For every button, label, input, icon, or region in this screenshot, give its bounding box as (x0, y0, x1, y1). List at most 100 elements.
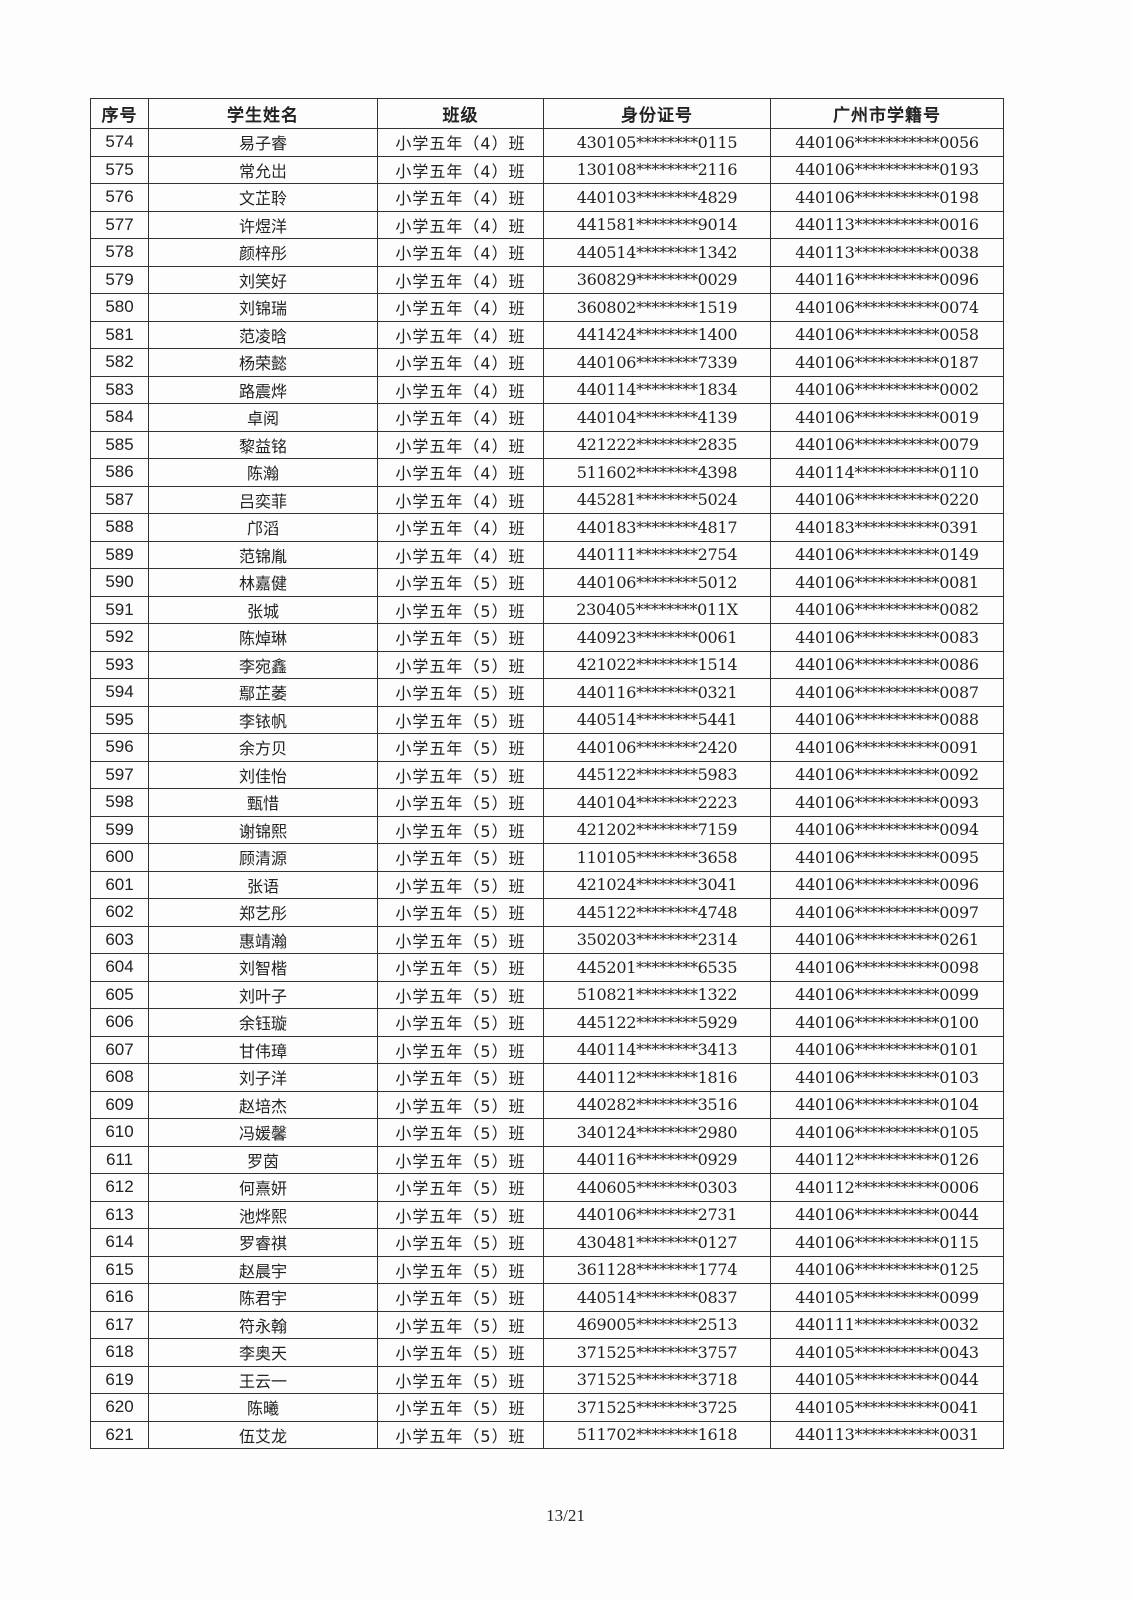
cell-student-number: 440106***********0095 (770, 843, 1004, 872)
table-row: 607 甘伟璋 小学五年（5）班 440114********3413 440106**… (90, 1035, 1004, 1064)
cell-index: 611 (90, 1145, 149, 1174)
cell-class: 小学五年（4）班 (377, 293, 544, 322)
cell-index: 576 (90, 183, 149, 212)
cell-student-number: 440106***********0100 (770, 1008, 1004, 1037)
cell-student-name: 易子睿 (148, 128, 378, 157)
cell-student-name: 刘叶子 (148, 980, 378, 1009)
table-row: 608 刘子洋 小学五年（5）班 440112********1816 440106**… (90, 1063, 1004, 1092)
table-row: 616 陈君宇 小学五年（5）班 440514********0837 440105**… (90, 1283, 1004, 1312)
cell-student-name: 王云一 (148, 1365, 378, 1394)
table-row: 574 易子睿 小学五年（4）班 430105********0115 440106**… (90, 128, 1004, 157)
cell-index: 614 (90, 1228, 149, 1257)
table-row: 612 何熹妍 小学五年（5）班 440605********0303 440112**… (90, 1173, 1004, 1202)
cell-index: 599 (90, 815, 149, 844)
cell-student-name: 池烨熙 (148, 1200, 378, 1229)
table-row: 589 范锦胤 小学五年（4）班 440111********2754 440106**… (90, 540, 1004, 569)
table-row: 590 林嘉健 小学五年（5）班 440106********5012 440106**… (90, 568, 1004, 597)
cell-id-number: 440282********3516 (543, 1090, 771, 1119)
table-row: 621 伍艾龙 小学五年（5）班 511702********1618 440113**… (90, 1420, 1004, 1449)
cell-index: 585 (90, 430, 149, 459)
cell-class: 小学五年（5）班 (377, 980, 544, 1009)
cell-class: 小学五年（5）班 (377, 1008, 544, 1037)
cell-student-name: 路震烨 (148, 375, 378, 404)
cell-student-number: 440106***********0101 (770, 1035, 1004, 1064)
cell-index: 618 (90, 1338, 149, 1367)
cell-id-number: 340124********2980 (543, 1118, 771, 1147)
cell-student-number: 440106***********0002 (770, 375, 1004, 404)
table-row: 582 杨荣懿 小学五年（4）班 440106********7339 440106**… (90, 348, 1004, 377)
cell-student-number: 440106***********0088 (770, 705, 1004, 734)
cell-student-number: 440114***********0110 (770, 458, 1004, 487)
cell-class: 小学五年（5）班 (377, 1118, 544, 1147)
cell-student-number: 440106***********0093 (770, 788, 1004, 817)
cell-index: 615 (90, 1255, 149, 1284)
cell-id-number: 440923********0061 (543, 623, 771, 652)
cell-student-number: 440106***********0082 (770, 595, 1004, 624)
cell-id-number: 430105********0115 (543, 128, 771, 157)
table-row: 596 余方贝 小学五年（5）班 440106********2420 440106**… (90, 733, 1004, 762)
cell-student-name: 张城 (148, 595, 378, 624)
table-row: 594 鄢芷萎 小学五年（5）班 440116********0321 440106**… (90, 678, 1004, 707)
cell-class: 小学五年（4）班 (377, 265, 544, 294)
cell-index: 578 (90, 238, 149, 267)
cell-index: 583 (90, 375, 149, 404)
cell-index: 602 (90, 898, 149, 927)
cell-class: 小学五年（5）班 (377, 733, 544, 762)
cell-id-number: 469005********2513 (543, 1310, 771, 1339)
cell-index: 600 (90, 843, 149, 872)
cell-student-name: 何熹妍 (148, 1173, 378, 1202)
cell-class: 小学五年（4）班 (377, 375, 544, 404)
cell-index: 577 (90, 210, 149, 239)
cell-id-number: 440104********2223 (543, 788, 771, 817)
cell-class: 小学五年（4）班 (377, 403, 544, 432)
cell-id-number: 421024********3041 (543, 870, 771, 899)
cell-index: 609 (90, 1090, 149, 1119)
cell-student-number: 440106***********0149 (770, 540, 1004, 569)
table-row: 609 赵培杰 小学五年（5）班 440282********3516 440106**… (90, 1090, 1004, 1119)
cell-student-name: 范锦胤 (148, 540, 378, 569)
cell-id-number: 130108********2116 (543, 155, 771, 184)
cell-class: 小学五年（4）班 (377, 128, 544, 157)
cell-student-name: 甘伟璋 (148, 1035, 378, 1064)
cell-id-number: 440114********1834 (543, 375, 771, 404)
cell-class: 小学五年（5）班 (377, 1090, 544, 1119)
cell-id-number: 440106********2420 (543, 733, 771, 762)
cell-student-number: 440105***********0044 (770, 1365, 1004, 1394)
table-row: 587 吕奕菲 小学五年（4）班 445281********5024 440106**… (90, 485, 1004, 514)
cell-student-number: 440116***********0096 (770, 265, 1004, 294)
cell-id-number: 440514********0837 (543, 1283, 771, 1312)
cell-student-name: 刘智楷 (148, 953, 378, 982)
table-row: 593 李宛鑫 小学五年（5）班 421022********1514 440106**… (90, 650, 1004, 679)
table-row: 575 常允岀 小学五年（4）班 130108********2116 440106**… (90, 155, 1004, 184)
cell-student-number: 440113***********0031 (770, 1420, 1004, 1449)
cell-student-name: 符永翰 (148, 1310, 378, 1339)
cell-student-number: 440105***********0099 (770, 1283, 1004, 1312)
table-header-row: 序号 学生姓名 班级 身份证号 广州市学籍号 (90, 98, 1004, 129)
cell-student-number: 440106***********0125 (770, 1255, 1004, 1284)
table-row: 615 赵晨宇 小学五年（5）班 361128********1774 440106**… (90, 1255, 1004, 1284)
cell-student-name: 陈焯琳 (148, 623, 378, 652)
cell-id-number: 445122********4748 (543, 898, 771, 927)
cell-index: 608 (90, 1063, 149, 1092)
cell-id-number: 445122********5929 (543, 1008, 771, 1037)
cell-student-number: 440105***********0041 (770, 1393, 1004, 1422)
cell-student-name: 冯媛馨 (148, 1118, 378, 1147)
cell-student-number: 440106***********0094 (770, 815, 1004, 844)
cell-student-number: 440106***********0091 (770, 733, 1004, 762)
cell-student-name: 黎益铭 (148, 430, 378, 459)
table-row: 576 文芷聆 小学五年（4）班 440103********4829 440106**… (90, 183, 1004, 212)
cell-student-name: 郑艺彤 (148, 898, 378, 927)
cell-id-number: 360802********1519 (543, 293, 771, 322)
cell-student-number: 440106***********0103 (770, 1063, 1004, 1092)
header-index: 序号 (90, 98, 149, 129)
cell-student-number: 440106***********0105 (770, 1118, 1004, 1147)
cell-student-name: 谢锦熙 (148, 815, 378, 844)
table-row: 599 谢锦熙 小学五年（5）班 421202********7159 440106**… (90, 815, 1004, 844)
table-row: 605 刘叶子 小学五年（5）班 510821********1322 440106**… (90, 980, 1004, 1009)
cell-student-name: 陈瀚 (148, 458, 378, 487)
table-row: 580 刘锦瑞 小学五年（4）班 360802********1519 440106**… (90, 293, 1004, 322)
cell-student-number: 440106***********0056 (770, 128, 1004, 157)
cell-class: 小学五年（4）班 (377, 430, 544, 459)
header-id-number: 身份证号 (543, 98, 771, 129)
